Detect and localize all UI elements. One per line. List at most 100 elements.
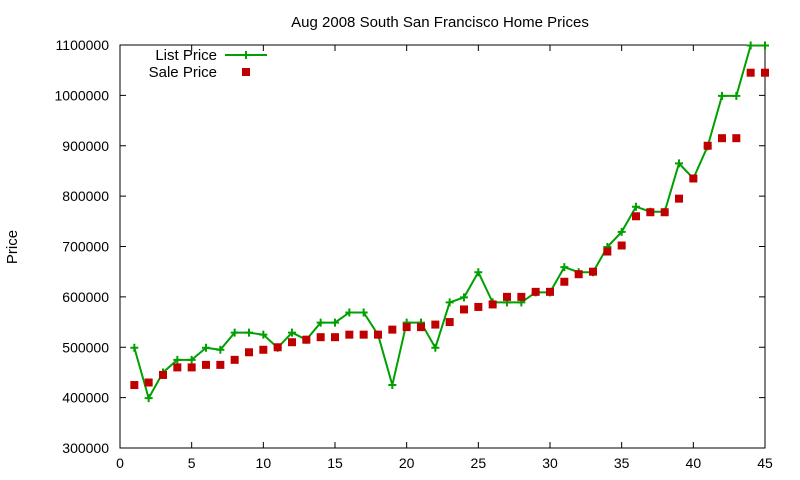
sale-price-point [302,335,311,344]
list-price-point [359,308,368,317]
list-price-point [761,41,769,50]
sale-price-point [288,338,296,347]
sale-price-point [460,305,468,314]
y-tick-label: 1100000 [56,37,110,53]
list-price-point [560,263,569,272]
list-price-point [675,159,683,168]
list-price-point [230,328,239,337]
list-price-point [732,91,741,100]
sale-price-point [216,360,225,369]
y-tick-label: 700000 [62,239,109,255]
sale-price-point [761,68,769,77]
y-tick-label: 800000 [62,188,109,204]
legend-label-list-price: List Price [155,47,217,64]
list-price-point [202,343,210,352]
sale-price-point [732,134,741,143]
sale-price-point [331,333,339,342]
sale-price-point [517,292,526,301]
sale-price-point [187,363,196,372]
sale-price-point [374,330,382,339]
sale-price-point [589,267,597,276]
legend-label-sale-price: Sale Price [149,64,217,81]
y-tick-label: 400000 [62,390,109,406]
x-tick-label: 10 [256,455,272,471]
sale-price-point [689,174,698,183]
sale-price-point [159,370,167,379]
chart-title: Aug 2008 South San Francisco Home Prices [291,14,589,31]
sale-price-point [259,345,268,354]
x-tick-label: 5 [188,455,196,471]
list-price-point [331,318,339,327]
plot-area [119,44,766,449]
sale-price-point [488,300,497,309]
list-price-point [746,41,755,50]
sale-price-point [345,330,354,339]
list-price-point [718,91,726,100]
list-price-point [173,355,182,364]
sale-price-point [445,318,454,327]
x-tick-label: 45 [757,455,773,471]
legend: List Price Sale Price [149,47,267,81]
y-tick-label: 600000 [62,289,109,305]
data-series [130,41,769,403]
sale-price-point [144,378,153,387]
sale-price-point [316,333,325,342]
list-price-point [144,394,153,403]
x-tick-label: 15 [327,455,343,471]
sale-price-point [703,141,712,150]
sale-price-point [359,330,368,339]
y-tick-label: 300000 [62,440,109,456]
sale-price-point [402,323,411,332]
list-price-point [632,202,640,211]
sale-price-point [718,134,726,143]
x-tick-label: 35 [614,455,630,471]
legend-marker-list-price [242,51,250,59]
sale-price-point [273,343,282,352]
list-price-point [617,227,626,236]
sale-price-point [431,320,440,329]
list-price-point [460,293,468,302]
list-price-point [216,345,225,354]
list-price-point [130,343,139,352]
list-price-point [445,298,454,307]
sale-price-point [417,323,425,332]
sale-price-point [546,287,554,296]
list-price-point [288,328,296,337]
x-tick-label: 40 [686,455,702,471]
x-tick-label: 20 [399,455,415,471]
sale-price-point [531,287,540,296]
sale-price-point [388,325,397,334]
sale-price-point [746,68,755,77]
list-price-point [259,330,268,339]
sale-price-point [202,360,210,369]
x-tick-label: 30 [542,455,558,471]
list-price-point [316,318,325,327]
axis-ticks: 0 5 10 15 20 25 30 35 40 45 300000 400000 500000 6000… [54,37,773,471]
sale-price-point [617,241,626,250]
list-price-point [388,381,397,390]
list-price-point [431,343,440,352]
sale-price-point [503,292,511,301]
list-price-point [474,268,483,277]
y-tick-label: 900000 [62,138,109,154]
sale-price-point [230,355,239,364]
sale-price-point [574,270,583,279]
sale-price-point [603,247,612,256]
y-axis-label: Price [4,230,21,264]
list-price-point [187,355,196,364]
sale-price-point [173,363,182,372]
list-price-line [133,44,765,401]
x-tick-label: 25 [471,455,487,471]
sale-price-point [560,277,569,286]
list-price-point [245,328,253,337]
sale-price-point [646,208,655,217]
plot-border [119,44,766,449]
sale-price-point [245,348,253,357]
sale-price-point [675,194,683,203]
x-tick-label: 0 [116,455,124,471]
y-tick-label: 1000000 [54,87,109,103]
legend-marker-sale-price [242,68,250,76]
sale-price-point [130,381,139,390]
sale-price-point [474,302,483,311]
